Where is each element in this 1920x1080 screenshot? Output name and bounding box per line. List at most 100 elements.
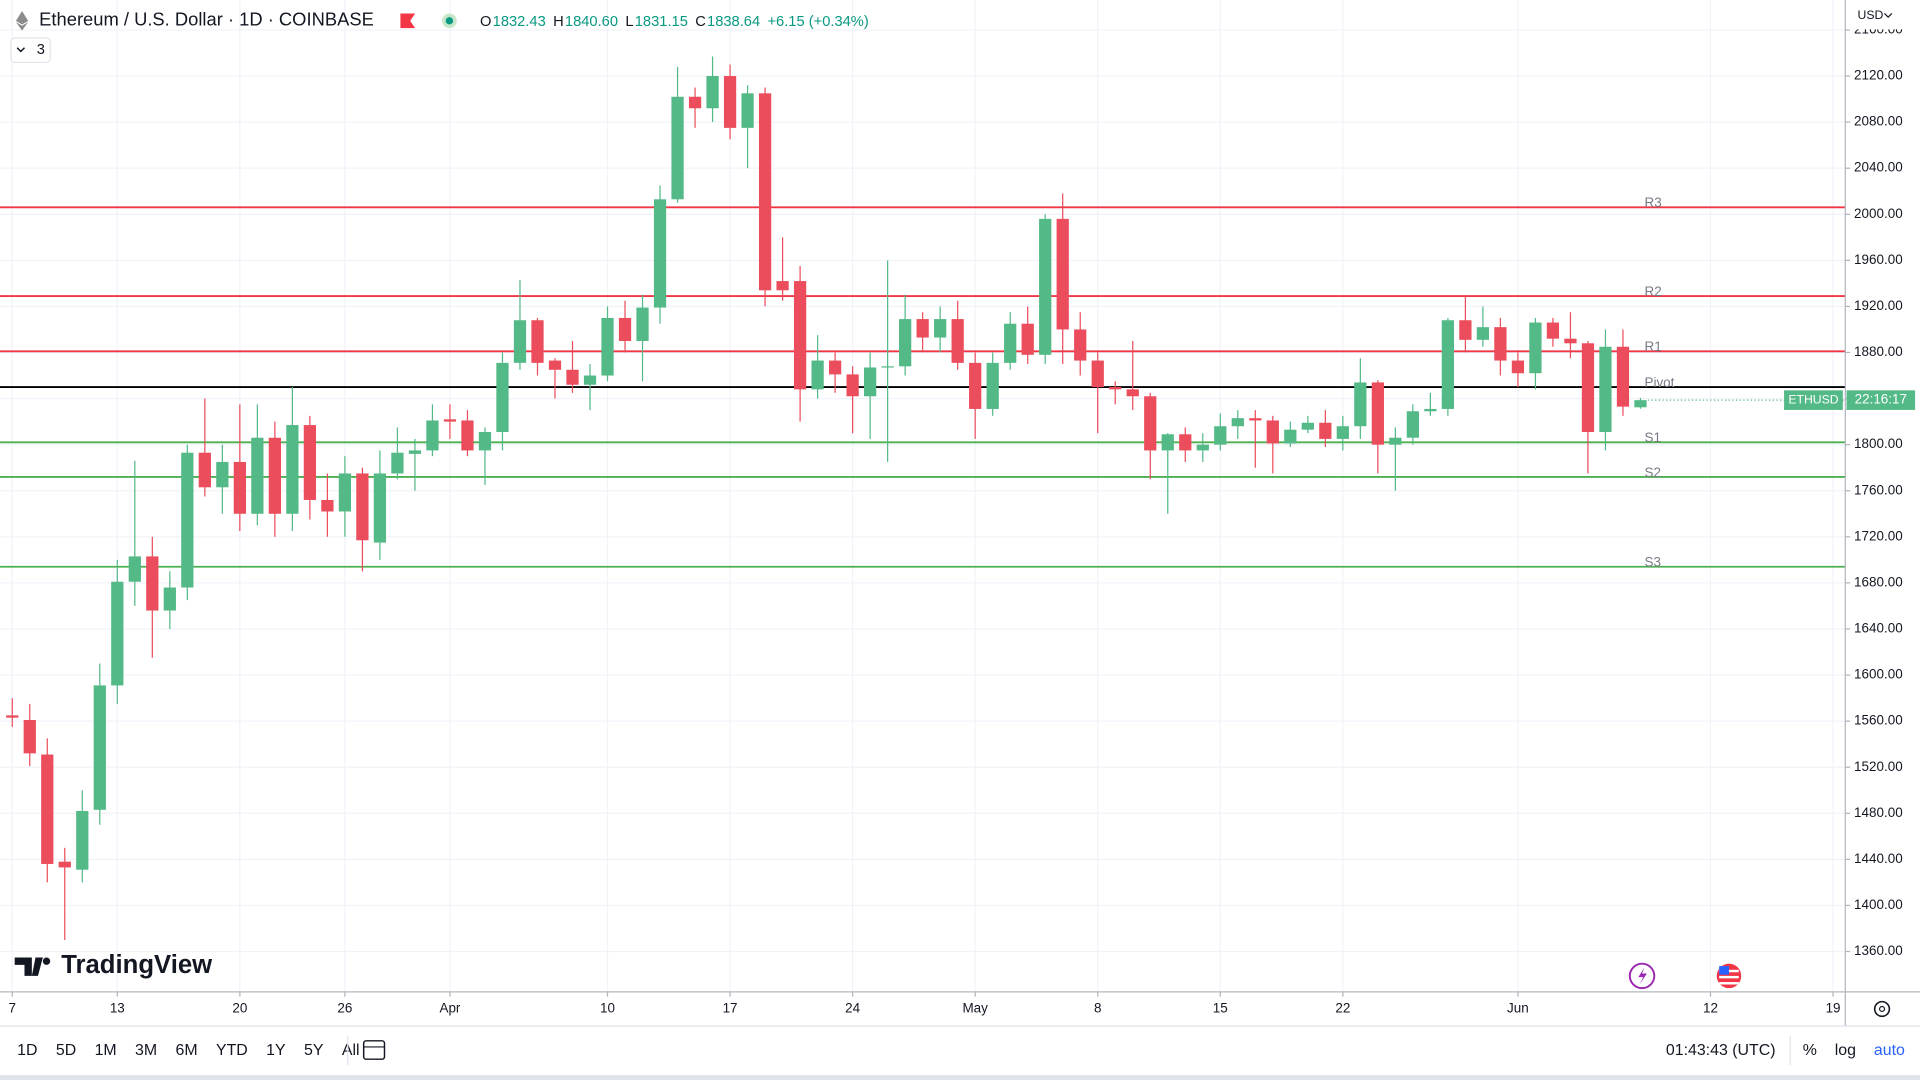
candle-body (653, 199, 667, 308)
candle-body (1441, 320, 1455, 409)
level-label: S3 (1644, 555, 1660, 570)
y-tick-label: 1880.00 (1854, 344, 1903, 359)
axes: 1360.00 1400.00 1440.00 1480.00 1520.00 1560.… (9, 22, 1916, 1016)
x-tick-label: 13 (110, 1001, 125, 1016)
candle-body (93, 685, 106, 810)
y-tick-label: 1680.00 (1854, 574, 1903, 589)
candle-body (268, 437, 281, 514)
candle-body (426, 420, 439, 451)
range-button[interactable]: 3M (135, 1042, 157, 1059)
candle-body (1354, 382, 1367, 427)
range-button[interactable]: All (342, 1042, 360, 1059)
scale-option[interactable]: log (1835, 1042, 1856, 1059)
x-tick-label: 22 (1335, 1001, 1350, 1016)
x-tick-label: 8 (1094, 1001, 1101, 1016)
candle-body (461, 420, 474, 451)
range-button[interactable]: YTD (216, 1042, 248, 1059)
candle-body (671, 96, 684, 200)
range-button[interactable]: 5Y (304, 1042, 324, 1059)
range-button[interactable]: 6M (176, 1042, 198, 1059)
scale-option[interactable]: auto (1874, 1042, 1905, 1059)
candle-body (1476, 327, 1490, 340)
candle-body (706, 76, 719, 109)
candle-body (181, 452, 194, 588)
y-tick-label: 1440.00 (1854, 851, 1903, 866)
chart-title: Ethereum / U.S. Dollar · 1D · COINBASE (39, 9, 374, 30)
candle-body (1511, 360, 1525, 374)
candles (6, 56, 1647, 940)
candle-body (1616, 346, 1630, 407)
candle-body (969, 362, 982, 409)
currency-box[interactable] (1847, 2, 1919, 30)
ohlc-change: +6.15 (+0.34%) (767, 14, 868, 30)
settings-icon-core (1878, 1005, 1886, 1013)
candle-body (1161, 434, 1174, 451)
candle-body (58, 861, 71, 868)
y-tick-label: 1920.00 (1854, 298, 1903, 313)
bottom-edge (0, 1075, 1920, 1080)
y-tick-label: 2120.00 (1854, 68, 1903, 83)
candle-body (286, 425, 299, 514)
symbol-tag: ETHUSD (1788, 392, 1838, 406)
candle-body (1319, 422, 1332, 439)
candle-body (531, 320, 544, 363)
ohlc-legend: O 1832.43 H 1840.60 L 1831.15 C 1838.64 +6.15 (+… (480, 14, 869, 30)
chevron (16, 47, 26, 53)
x-tick-label: 15 (1213, 1001, 1228, 1016)
candle-body (828, 360, 842, 375)
level-label: R3 (1644, 195, 1661, 210)
candle-body (443, 419, 457, 422)
scale-option[interactable]: % (1803, 1042, 1817, 1059)
clock[interactable]: 01:43:43 (UTC) (1666, 1042, 1776, 1059)
candle-body (1266, 420, 1279, 444)
x-tick-label: Jun (1507, 1001, 1529, 1016)
x-tick-label: 7 (9, 1001, 16, 1016)
range-button[interactable]: 1Y (266, 1042, 286, 1059)
countdown: 22:16:17 (1855, 392, 1907, 407)
candle-body (111, 581, 124, 686)
chevron (1884, 13, 1893, 19)
range-button[interactable]: 5D (56, 1042, 76, 1059)
candle-body (1021, 323, 1034, 355)
candle-body (566, 369, 579, 385)
lightning-icon[interactable] (1628, 962, 1656, 990)
candle-body (723, 76, 737, 128)
candle-body (1179, 434, 1192, 451)
candle-body (356, 473, 369, 541)
candle-body (776, 281, 789, 291)
x-tick-label: 26 (337, 1001, 352, 1016)
range-button[interactable]: 1M (95, 1042, 117, 1059)
candle-body (1301, 422, 1314, 430)
y-tick-label: 1480.00 (1854, 805, 1903, 820)
level-label: S1 (1644, 430, 1660, 445)
candle-body (1074, 329, 1087, 361)
candle-body (1126, 389, 1139, 397)
ohlc-value: 1840.60 (565, 14, 618, 30)
settings-icon[interactable] (1873, 1000, 1891, 1018)
y-tick-label: 1360.00 (1854, 943, 1903, 958)
level-label: R2 (1644, 284, 1661, 299)
x-tick-label: 24 (845, 1001, 860, 1016)
ohlc-label: O (480, 14, 491, 30)
calendar-icon[interactable] (362, 1040, 386, 1060)
y-tick-label: 2080.00 (1854, 114, 1903, 129)
candle-body (793, 281, 807, 390)
candle-body (1196, 444, 1209, 451)
candle-body (1389, 437, 1402, 445)
candle-body (1039, 218, 1052, 355)
candle-body (1371, 382, 1384, 445)
x-tick-label: May (962, 1001, 988, 1016)
candle-body (216, 461, 229, 488)
range-button[interactable]: 1D (17, 1042, 37, 1059)
candle-body (1336, 426, 1349, 439)
y-tick-label: 1640.00 (1854, 621, 1903, 636)
level-label: S2 (1644, 465, 1660, 480)
candle-body (1599, 346, 1612, 432)
ohlc-label: L (625, 14, 633, 30)
candle-body (1249, 418, 1262, 421)
indicator-toggle[interactable] (10, 37, 51, 64)
y-tick-label: 2040.00 (1854, 160, 1903, 175)
candle-body (899, 319, 912, 367)
lightning-bolt (1638, 967, 1647, 985)
y-tick-label: 1520.00 (1854, 759, 1903, 774)
